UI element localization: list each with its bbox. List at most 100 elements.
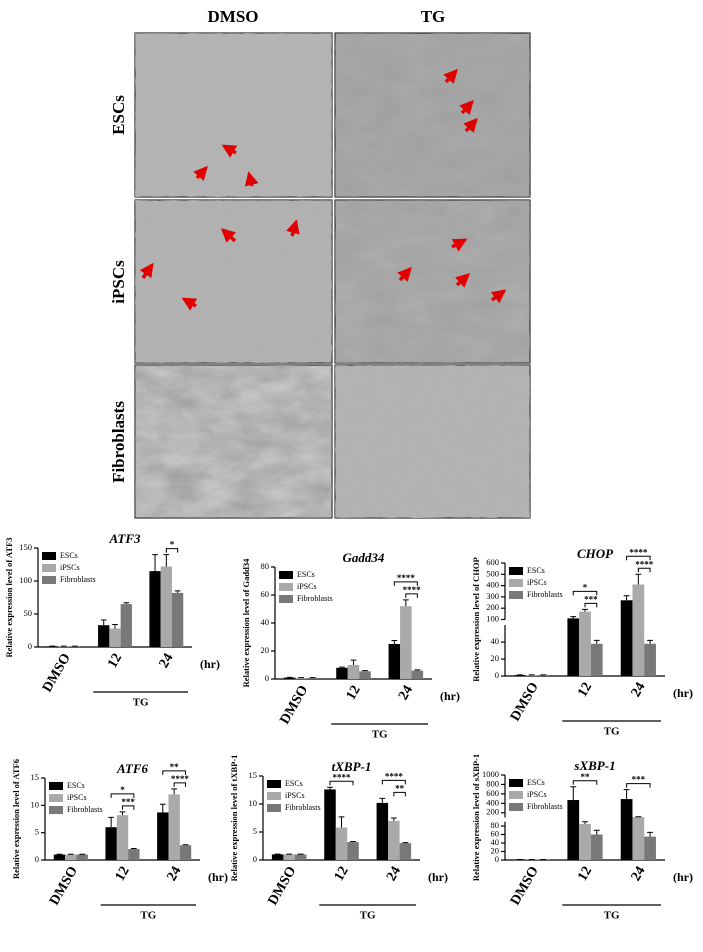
arrow — [139, 262, 154, 279]
chart-title: tXBP-1 — [332, 759, 372, 774]
bar — [58, 646, 70, 647]
legend-swatch — [49, 806, 63, 814]
x-tick-label: DMSO — [508, 680, 542, 724]
significance-bracket — [405, 593, 418, 598]
x-group-label: TG — [140, 910, 156, 922]
x-unit: (hr) — [200, 657, 220, 671]
significance-bracket — [637, 567, 651, 573]
x-group-label: TG — [372, 729, 388, 741]
legend-swatch — [509, 803, 523, 811]
error-bar — [390, 817, 397, 821]
bar — [620, 600, 633, 676]
significance-bracket — [626, 783, 651, 788]
legend-swatch — [267, 792, 281, 800]
legend-swatch — [267, 804, 281, 812]
significance-label: **** — [385, 771, 404, 781]
x-unit: (hr) — [440, 689, 460, 703]
bar — [388, 644, 401, 679]
x-tick-label: DMSO — [508, 864, 542, 908]
bar — [579, 611, 591, 676]
legend-label: ESCs — [285, 779, 303, 788]
error-bar — [108, 816, 114, 828]
y-tick-label: 800 — [486, 778, 499, 788]
micrograph-texture — [335, 200, 530, 363]
y-tick-label: 60 — [261, 589, 270, 599]
error-bar — [570, 616, 577, 619]
x-unit: (hr) — [428, 870, 448, 884]
y-axis-label: Relative expression level of ATF3 — [4, 537, 14, 657]
legend-swatch — [267, 780, 281, 788]
bar — [644, 836, 656, 860]
bar — [644, 643, 656, 676]
significance-bracket — [110, 793, 135, 798]
error-bar — [350, 841, 356, 843]
y-tick-label: 40 — [261, 617, 270, 627]
bar — [306, 677, 319, 679]
significance-label: * — [583, 582, 588, 592]
error-bar — [339, 666, 345, 668]
y-tick-label: 0 — [35, 854, 39, 864]
y-axis-label: Relative expression level of CHOP — [471, 557, 481, 682]
x-tick-label: 12 — [113, 864, 133, 884]
y-tick-label: 0 — [28, 641, 32, 651]
bar — [105, 827, 117, 860]
error-bar — [338, 816, 345, 828]
x-group-label: TG — [604, 726, 620, 738]
bar — [271, 854, 284, 860]
y-tick-label: 0 — [253, 854, 257, 864]
legend-swatch — [49, 794, 63, 802]
arrow — [244, 171, 259, 187]
error-bar — [623, 789, 630, 800]
significance-label: * — [170, 540, 175, 550]
bar — [69, 646, 81, 647]
bar — [525, 675, 538, 676]
bar — [590, 834, 603, 860]
error-bar — [159, 803, 166, 813]
bar — [388, 820, 400, 860]
x-tick-label: 24 — [384, 864, 404, 884]
error-bar — [582, 821, 588, 824]
y-tick-label: 400 — [486, 580, 499, 590]
y-tick-label: 20 — [491, 845, 500, 855]
y-tick-label: 1000 — [482, 769, 499, 779]
error-bar — [593, 639, 600, 644]
y-tick-label: 15 — [31, 772, 40, 782]
legend-swatch — [509, 579, 523, 587]
error-bar — [112, 624, 118, 629]
bar — [359, 671, 371, 679]
y-tick-label: 40 — [491, 837, 500, 847]
y-tick-label: 5 — [253, 826, 257, 836]
x-tick-label: 12 — [575, 864, 595, 884]
micrograph-images — [134, 32, 531, 519]
arrow — [181, 297, 198, 311]
error-bar — [623, 595, 630, 601]
bar — [632, 817, 645, 860]
y-tick-label: 400 — [486, 797, 499, 807]
bar — [347, 665, 360, 679]
error-bar — [635, 573, 642, 585]
y-axis-label: Relative expression level of Gadd34 — [241, 558, 251, 687]
legend-label: ESCs — [67, 781, 85, 790]
significance-label: **** — [171, 774, 190, 784]
y-axis-label: Relative expression level of tXBP-1 — [229, 755, 239, 882]
x-group-label: TG — [604, 910, 620, 922]
bar — [324, 789, 336, 860]
bar — [336, 667, 348, 679]
y-tick-label: 0 — [495, 670, 499, 680]
x-unit: (hr) — [673, 686, 693, 700]
x-tick-label: 12 — [344, 683, 364, 703]
error-bar — [582, 608, 588, 612]
significance-bracket — [572, 590, 598, 596]
bar-chart: 0 5 10 15 Relative expression level of tXBP-… — [229, 755, 448, 922]
y-tick-label: 10 — [249, 798, 258, 808]
bar — [376, 802, 389, 860]
significance-bracket — [173, 782, 187, 787]
legend-swatch — [42, 552, 56, 560]
legend-swatch — [509, 791, 523, 799]
error-bar — [174, 590, 181, 593]
x-tick-label: DMSO — [47, 864, 81, 908]
legend-label: iPSCs — [527, 578, 547, 587]
bar — [171, 592, 184, 647]
legend-label: Fibroblasts — [67, 805, 103, 814]
